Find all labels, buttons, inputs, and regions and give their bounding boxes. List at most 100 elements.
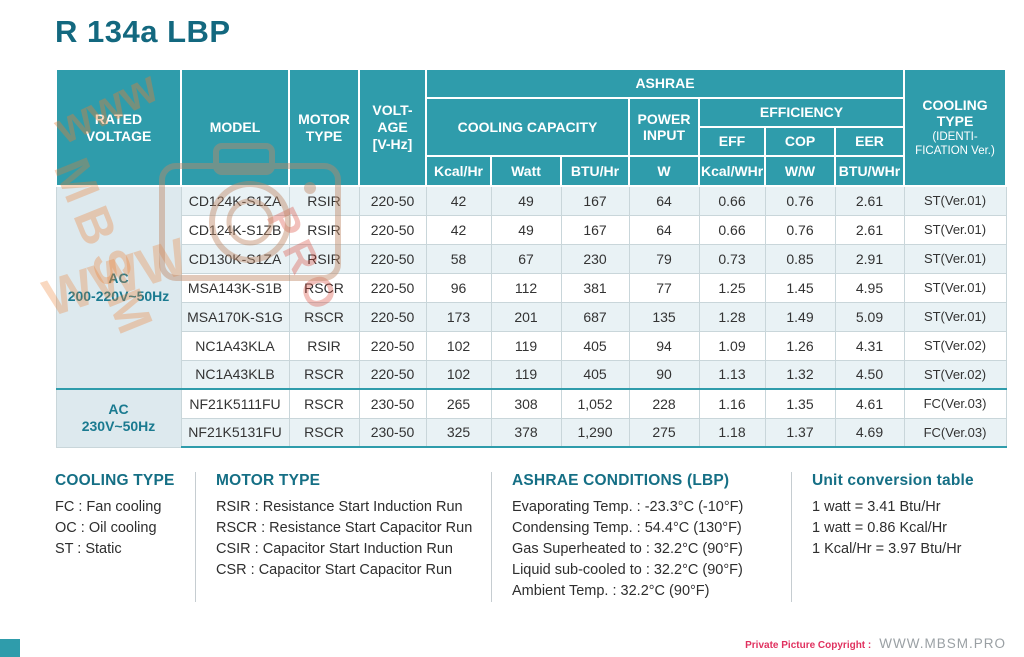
header-unit-kcal: Kcal/Hr	[425, 155, 492, 187]
header-unit-btu: BTU/Hr	[560, 155, 630, 187]
cell-eff: 0.66	[698, 214, 766, 245]
header-unit-w: W	[628, 155, 700, 187]
cell-kcal_hr: 102	[425, 359, 492, 390]
cell-btu_hr: 167	[560, 185, 630, 216]
cell-cop: 0.76	[764, 214, 836, 245]
table-row: NF21K5131FU RSCR 230-50 325 378 1,290 275 1.18 1…	[56, 417, 1007, 448]
legend-item: CSIR : Capacitor Start Induction Run	[216, 541, 453, 557]
legend-item: 1 watt = 3.41 Btu/Hr	[812, 499, 941, 515]
header-cooling-type-main: COOLING TYPE	[922, 97, 988, 130]
legend-section: COOLING TYPE FC : Fan cooling OC : Oil c…	[55, 472, 1005, 602]
legend-item: Gas Superheated to : 32.2°C (90°F)	[512, 541, 743, 557]
cell-motor_type: RSIR	[288, 330, 360, 361]
cell-btu_hr: 230	[560, 243, 630, 274]
spec-table: RATED VOLTAGE MODEL MOTOR TYPE VOLT- AGE…	[55, 68, 1008, 448]
cell-eff: 1.25	[698, 272, 766, 303]
cell-btu_hr: 381	[560, 272, 630, 303]
cell-eer: 2.61	[834, 185, 905, 216]
cell-voltage: 220-50	[358, 359, 427, 390]
cell-model: NF21K5111FU	[180, 388, 290, 419]
table-row: CD124K-S1ZB RSIR 220-50 42 49 167 64 0.66 0.76 2.…	[56, 214, 1007, 245]
cell-motor_type: RSIR	[288, 214, 360, 245]
cell-kcal_hr: 42	[425, 185, 492, 216]
page-title: R 134a LBP	[55, 14, 231, 49]
legend-item: CSR : Capacitor Start Capacitor Run	[216, 562, 453, 578]
cell-voltage: 220-50	[358, 330, 427, 361]
cell-cop: 1.49	[764, 301, 836, 332]
cell-watt: 119	[490, 330, 562, 361]
table-body: AC 200-220V~50Hz CD124K-S1ZA RSIR 220-50 42 49…	[55, 185, 1007, 448]
cell-motor_type: RSCR	[288, 359, 360, 390]
header-voltage-line3: [V-Hz]	[372, 135, 413, 152]
legend-ashrae-title: ASHRAE CONDITIONS (LBP)	[512, 472, 730, 489]
cell-model: NC1A43KLA	[180, 330, 290, 361]
header-power-input: POWER INPUT	[628, 97, 700, 157]
cell-model: NC1A43KLB	[180, 359, 290, 390]
cell-eer: 2.91	[834, 243, 905, 274]
cell-watt: 119	[490, 359, 562, 390]
cell-eff: 1.18	[698, 417, 766, 448]
legend-item: Condensing Temp. : 54.4°C (130°F)	[512, 520, 742, 536]
header-eff: EFF	[698, 126, 766, 157]
cell-voltage: 230-50	[358, 388, 427, 419]
cell-eff: 1.09	[698, 330, 766, 361]
cell-cooling_type: FC(Ver.03)	[903, 388, 1007, 419]
cell-power_w: 94	[628, 330, 700, 361]
cell-watt: 67	[490, 243, 562, 274]
cell-cooling_type: ST(Ver.02)	[903, 330, 1007, 361]
cell-eff: 0.66	[698, 185, 766, 216]
cell-kcal_hr: 102	[425, 330, 492, 361]
cell-cooling_type: ST(Ver.02)	[903, 359, 1007, 390]
cell-power_w: 228	[628, 388, 700, 419]
legend-item: FC : Fan cooling	[55, 499, 162, 515]
legend-motor-type: MOTOR TYPE RSIR : Resistance Start Induc…	[195, 472, 491, 602]
header-unit-btu-whr: BTU/WHr	[833, 155, 906, 187]
cell-cop: 0.85	[764, 243, 836, 274]
cell-cooling_type: ST(Ver.01)	[903, 243, 1007, 274]
cell-power_w: 135	[628, 301, 700, 332]
legend-item: RSCR : Resistance Start Capacitor Run	[216, 520, 473, 536]
cell-model: NF21K5131FU	[180, 417, 290, 448]
cell-model: MSA143K-S1B	[180, 272, 290, 303]
table-row: MSA143K-S1B RSCR 220-50 96 112 381 77 1.25 1.45 4…	[56, 272, 1007, 303]
cell-power_w: 64	[628, 214, 700, 245]
legend-cooling-type: COOLING TYPE FC : Fan cooling OC : Oil c…	[55, 472, 195, 602]
cell-cooling_type: ST(Ver.01)	[903, 185, 1007, 216]
legend-item: 1 Kcal/Hr = 3.97 Btu/Hr	[812, 541, 962, 557]
copyright-label: Private Picture Copyright :	[745, 640, 872, 651]
cell-power_w: 90	[628, 359, 700, 390]
cell-btu_hr: 687	[560, 301, 630, 332]
header-efficiency: EFFICIENCY	[697, 97, 906, 128]
header-unit-watt: Watt	[490, 155, 562, 187]
cell-voltage: 220-50	[358, 185, 427, 216]
cell-cop: 1.37	[764, 417, 836, 448]
cell-btu_hr: 167	[560, 214, 630, 245]
cell-kcal_hr: 58	[425, 243, 492, 274]
header-unit-kcal-whr: Kcal/WHr	[698, 155, 766, 187]
cell-eer: 5.09	[834, 301, 905, 332]
cell-kcal_hr: 42	[425, 214, 492, 245]
header-unit-ww: W/W	[764, 155, 836, 187]
cell-eff: 1.16	[698, 388, 766, 419]
cell-eer: 4.95	[834, 272, 905, 303]
corner-accent	[0, 639, 20, 657]
cell-btu_hr: 1,052	[560, 388, 630, 419]
header-eer: EER	[833, 126, 906, 157]
header-motor-type: MOTOR TYPE	[288, 68, 360, 187]
legend-motor-type-title: MOTOR TYPE	[216, 472, 321, 489]
cell-voltage: 220-50	[358, 243, 427, 274]
cell-watt: 49	[490, 214, 562, 245]
cell-cop: 1.32	[764, 359, 836, 390]
legend-ashrae-conditions: ASHRAE CONDITIONS (LBP) Evaporating Temp…	[491, 472, 791, 602]
header-cooling-type-sub: (IDENTI-FICATION Ver.)	[915, 131, 995, 157]
cell-voltage: 220-50	[358, 272, 427, 303]
table-header: RATED VOLTAGE MODEL MOTOR TYPE VOLT- AGE…	[55, 68, 1008, 187]
cell-power_w: 275	[628, 417, 700, 448]
rated-voltage-group-label: AC 230V~50Hz	[55, 388, 182, 448]
header-cooling-capacity: COOLING CAPACITY	[425, 97, 630, 157]
legend-item: Evaporating Temp. : -23.3°C (-10°F)	[512, 499, 744, 515]
cell-eff: 0.73	[698, 243, 766, 274]
legend-unit-conversion: Unit conversion table 1 watt = 3.41 Btu/…	[791, 472, 1005, 602]
cell-motor_type: RSCR	[288, 301, 360, 332]
header-voltage-line1: VOLT-	[372, 102, 413, 119]
